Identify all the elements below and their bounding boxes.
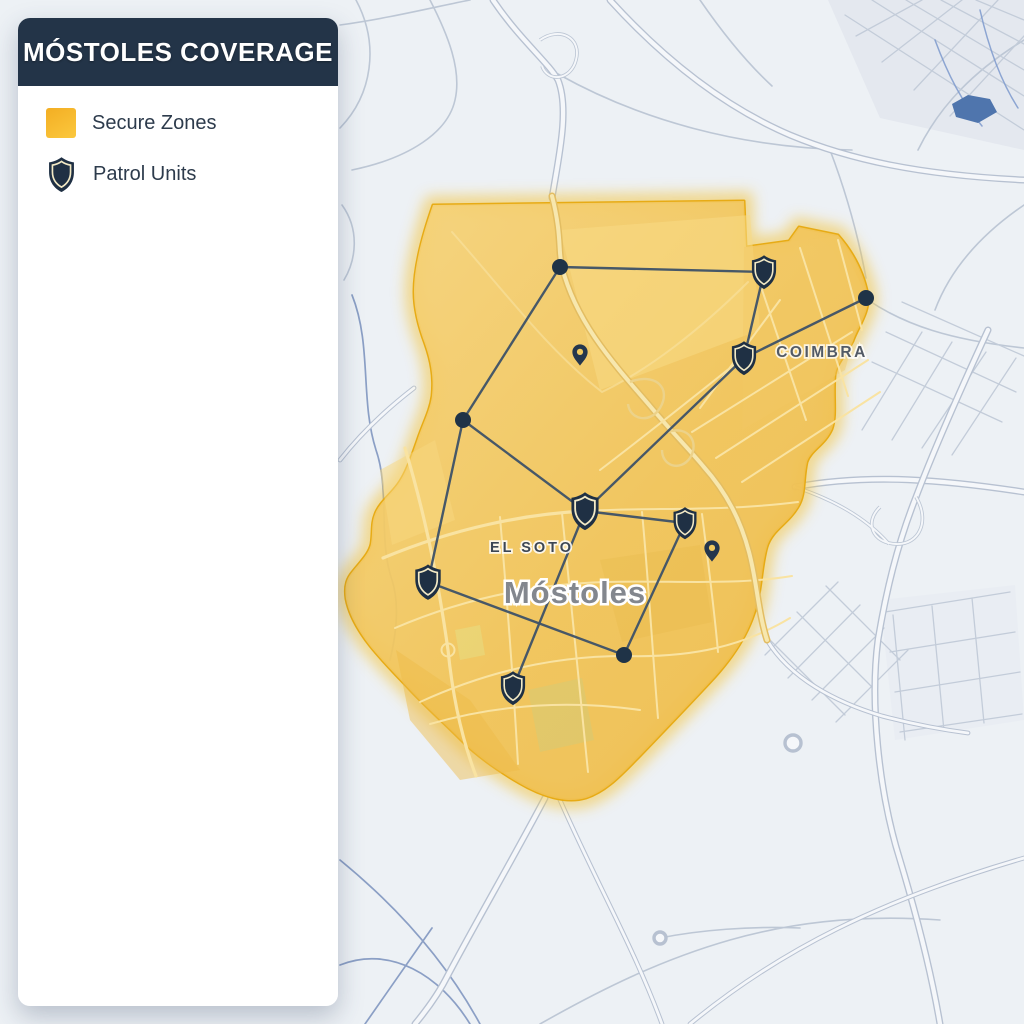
patrol-route-line bbox=[622, 522, 687, 656]
district-label-coimbra: COIMBRA bbox=[776, 344, 868, 361]
map-roads bbox=[337, 0, 1024, 1024]
patrol-route-line bbox=[584, 357, 745, 512]
patrol-route-node[interactable] bbox=[616, 647, 632, 663]
legend-label-patrol-units: Patrol Units bbox=[93, 163, 197, 185]
patrol-route-nodes bbox=[455, 259, 874, 663]
district-label-el-soto: EL SOTO bbox=[490, 540, 574, 556]
patrol-route-line bbox=[584, 509, 686, 525]
panel-header: MÓSTOLES COVERAGE bbox=[18, 18, 338, 86]
patrol-route-line bbox=[427, 580, 625, 657]
city-label-mostoles: Móstoles bbox=[504, 575, 646, 610]
patrol-route-network bbox=[426, 265, 867, 689]
patrol-route-line bbox=[743, 296, 867, 360]
patrol-route-line bbox=[559, 265, 765, 274]
legend-label-secure-zones: Secure Zones bbox=[92, 111, 217, 134]
secure-zone-swatch bbox=[46, 108, 76, 138]
legend-item-secure-zones: Secure Zones bbox=[46, 108, 338, 138]
patrol-route-node[interactable] bbox=[858, 290, 874, 306]
legend-item-patrol-units: Patrol Units bbox=[46, 156, 338, 193]
patrol-route-line bbox=[462, 419, 586, 512]
patrol-route-node[interactable] bbox=[455, 412, 471, 428]
panel-body: Secure Zones Patrol Units bbox=[18, 86, 338, 1006]
panel-title: MÓSTOLES COVERAGE bbox=[23, 36, 333, 67]
patrol-route-line bbox=[426, 419, 465, 583]
patrol-route-line bbox=[461, 266, 562, 421]
pond bbox=[952, 95, 997, 123]
shield-icon bbox=[46, 156, 77, 193]
urban-block-shade bbox=[880, 585, 1024, 740]
patrol-route-node[interactable] bbox=[552, 259, 568, 275]
patrol-route-line bbox=[511, 510, 587, 689]
coverage-panel: MÓSTOLES COVERAGE Secure Zones Patrol Un… bbox=[18, 18, 338, 1006]
